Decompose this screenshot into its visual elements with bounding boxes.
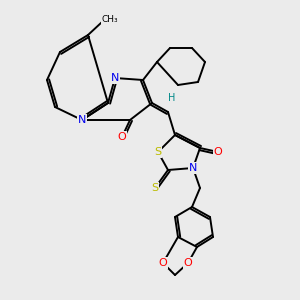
Text: O: O [184,258,192,268]
Text: N: N [111,73,119,83]
Text: S: S [152,183,159,193]
Text: N: N [78,115,86,125]
Text: N: N [189,163,197,173]
Text: O: O [214,147,222,157]
Text: O: O [118,132,126,142]
Text: CH₃: CH₃ [102,16,118,25]
Text: O: O [159,258,167,268]
Text: H: H [168,93,176,103]
Text: S: S [154,147,162,157]
